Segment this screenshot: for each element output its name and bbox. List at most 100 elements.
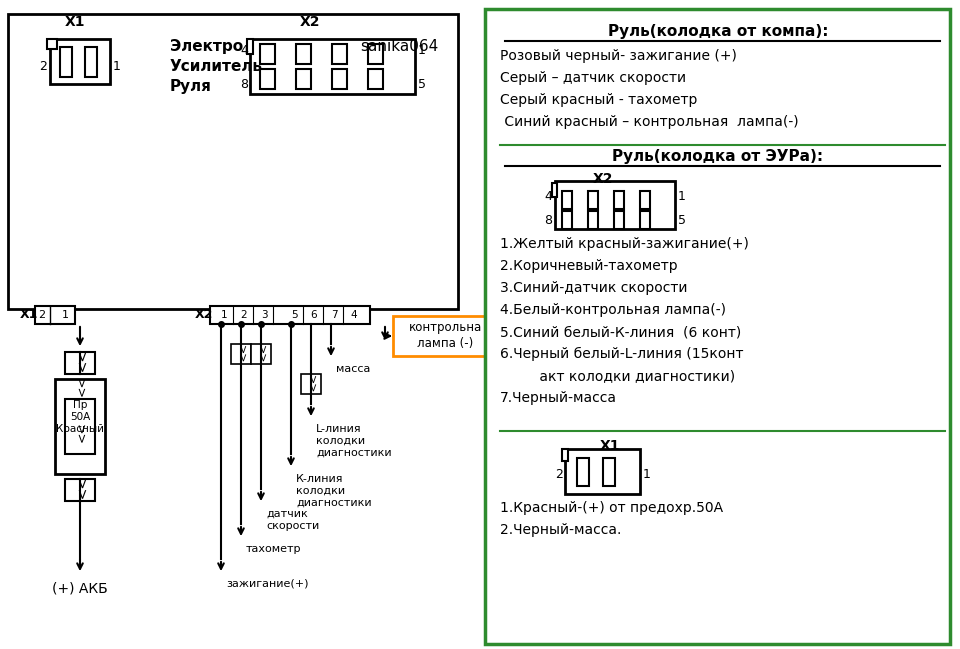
Text: 2.Черный-масса.: 2.Черный-масса. (500, 523, 621, 537)
Text: Руль(колодка от ЭУРа):: Руль(колодка от ЭУРа): (612, 149, 824, 164)
Text: 5: 5 (678, 215, 686, 228)
Text: 2: 2 (555, 467, 563, 480)
Text: зажигание(+): зажигание(+) (226, 579, 308, 589)
Text: X1: X1 (64, 15, 85, 29)
Text: 5: 5 (418, 79, 426, 92)
Bar (260, 44, 275, 64)
FancyBboxPatch shape (250, 39, 415, 94)
Text: >>: >> (74, 424, 86, 445)
Bar (332, 69, 347, 89)
Text: 2.Коричневый-тахометр: 2.Коричневый-тахометр (500, 259, 678, 273)
FancyBboxPatch shape (301, 374, 321, 394)
Bar (640, 191, 650, 209)
Text: 2: 2 (39, 60, 47, 73)
Text: 1.Желтый красный-зажигание(+): 1.Желтый красный-зажигание(+) (500, 237, 749, 251)
FancyBboxPatch shape (393, 316, 497, 356)
Text: X2: X2 (300, 15, 321, 29)
Text: 1: 1 (61, 310, 68, 320)
Text: 1: 1 (678, 190, 685, 202)
Bar (614, 211, 624, 229)
Text: контрольна
лампа (-): контрольна лампа (-) (408, 321, 482, 350)
FancyBboxPatch shape (485, 9, 950, 644)
Bar (368, 44, 383, 64)
Text: >>: >> (256, 345, 266, 363)
Text: 3.Синий-датчик скорости: 3.Синий-датчик скорости (500, 281, 687, 295)
Text: 3: 3 (261, 310, 267, 320)
Bar (640, 211, 650, 229)
Text: Электро
Усилитель
Руля: Электро Усилитель Руля (170, 39, 263, 93)
Text: Серый – датчик скорости: Серый – датчик скорости (500, 71, 686, 85)
Bar (296, 44, 311, 64)
Bar (65, 399, 95, 454)
Bar (588, 191, 598, 209)
Text: sanika064: sanika064 (360, 39, 439, 54)
FancyBboxPatch shape (50, 39, 110, 84)
Text: 2: 2 (241, 310, 248, 320)
Text: X2: X2 (592, 172, 613, 186)
Text: L-линия
колодки
диагностики: L-линия колодки диагностики (316, 424, 392, 457)
Bar (552, 183, 557, 197)
FancyBboxPatch shape (565, 449, 640, 494)
Text: 8: 8 (240, 79, 248, 92)
FancyBboxPatch shape (65, 479, 95, 501)
Text: 4: 4 (240, 45, 248, 58)
Bar (332, 44, 347, 64)
Text: 1: 1 (221, 310, 228, 320)
Text: 8: 8 (544, 215, 552, 228)
Text: 5.Синий белый-К-линия  (6 конт): 5.Синий белый-К-линия (6 конт) (500, 325, 741, 339)
Text: >>: >> (306, 374, 316, 393)
FancyBboxPatch shape (555, 181, 675, 229)
Text: >>: >> (74, 378, 86, 400)
Text: 4.Белый-контрольная лампа(-): 4.Белый-контрольная лампа(-) (500, 303, 726, 317)
Text: >>: >> (73, 478, 87, 502)
Text: 4: 4 (544, 190, 552, 202)
Text: >>: >> (73, 351, 87, 374)
Text: (+) АКБ: (+) АКБ (52, 582, 108, 596)
Bar (247, 39, 253, 54)
Bar (562, 449, 568, 461)
Bar (603, 458, 615, 486)
Text: датчик
скорости: датчик скорости (266, 509, 320, 531)
Text: 6: 6 (311, 310, 318, 320)
Text: Розовый черный- зажигание (+): Розовый черный- зажигание (+) (500, 49, 737, 63)
Text: тахометр: тахометр (246, 544, 301, 554)
FancyBboxPatch shape (231, 344, 251, 364)
Bar (562, 191, 572, 209)
Text: X1: X1 (20, 308, 38, 321)
Bar (85, 47, 97, 77)
FancyBboxPatch shape (251, 344, 271, 364)
Text: К-линия
колодки
диагностики: К-линия колодки диагностики (296, 474, 372, 508)
Text: X1: X1 (600, 439, 620, 453)
Text: Серый красный - тахометр: Серый красный - тахометр (500, 93, 697, 107)
Bar (614, 191, 624, 209)
Bar (260, 69, 275, 89)
FancyBboxPatch shape (65, 352, 95, 374)
Text: 1: 1 (643, 467, 651, 480)
Bar (577, 458, 589, 486)
Text: 7.Черный-масса: 7.Черный-масса (500, 391, 617, 405)
Bar (296, 69, 311, 89)
Text: Пр
50А
Красный: Пр 50А Красный (56, 400, 104, 434)
Text: >>: >> (236, 345, 246, 363)
Text: 4: 4 (350, 310, 357, 320)
Text: 5: 5 (291, 310, 298, 320)
Text: 2: 2 (38, 310, 45, 320)
Text: 1.Красный-(+) от предохр.50А: 1.Красный-(+) от предохр.50А (500, 501, 723, 515)
Text: 7: 7 (330, 310, 337, 320)
Text: 6.Черный белый-L-линия (15конт: 6.Черный белый-L-линия (15конт (500, 347, 743, 361)
Bar (588, 211, 598, 229)
Bar (368, 69, 383, 89)
FancyBboxPatch shape (210, 306, 370, 324)
Text: Синий красный – контрольная  лампа(-): Синий красный – контрольная лампа(-) (500, 115, 799, 129)
Text: Руль(колодка от компа):: Руль(колодка от компа): (608, 24, 828, 39)
Text: X2: X2 (195, 308, 213, 321)
FancyBboxPatch shape (35, 306, 75, 324)
Text: акт колодки диагностики): акт колодки диагностики) (500, 369, 735, 383)
Bar (562, 211, 572, 229)
Bar (60, 47, 72, 77)
Text: 1: 1 (113, 60, 121, 73)
Text: 1: 1 (418, 45, 426, 58)
Bar (47, 39, 57, 49)
FancyBboxPatch shape (8, 14, 458, 309)
Text: масса: масса (336, 364, 371, 374)
